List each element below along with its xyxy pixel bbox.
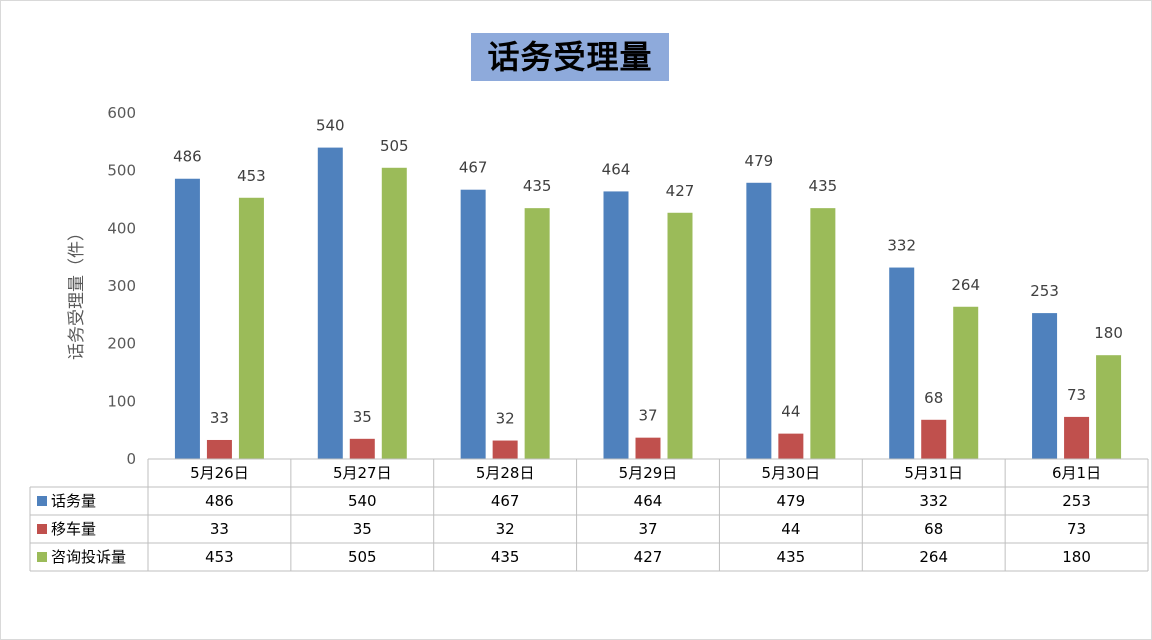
table-cell: 68 — [924, 520, 943, 538]
table-cell: 32 — [496, 520, 515, 538]
table-cell: 479 — [777, 492, 806, 510]
table-cell: 253 — [1062, 492, 1091, 510]
data-label: 35 — [353, 408, 372, 426]
data-label: 264 — [951, 276, 980, 294]
category-label: 5月26日 — [190, 464, 249, 482]
table-cell: 73 — [1067, 520, 1086, 538]
bar — [460, 189, 486, 460]
table-cell: 264 — [919, 548, 948, 566]
category-label: 5月30日 — [762, 464, 821, 482]
table-cell: 435 — [491, 548, 520, 566]
category-label: 5月31日 — [904, 464, 963, 482]
data-label: 435 — [523, 177, 552, 195]
data-label: 479 — [745, 152, 774, 170]
bar — [810, 208, 836, 459]
data-label: 180 — [1094, 324, 1123, 342]
bar — [492, 440, 518, 459]
bar — [667, 212, 693, 459]
legend-label: 移车量 — [51, 520, 96, 538]
data-label: 486 — [173, 148, 202, 166]
bar — [1032, 313, 1058, 459]
data-label: 427 — [666, 182, 695, 200]
table-cell: 467 — [491, 492, 520, 510]
y-axis-title: 话务受理量（件） — [67, 224, 87, 360]
data-label: 467 — [459, 159, 488, 177]
table-cell: 505 — [348, 548, 377, 566]
data-label: 464 — [602, 160, 631, 178]
table-cell: 540 — [348, 492, 377, 510]
legend-label: 话务量 — [51, 492, 96, 510]
y-tick-label: 100 — [107, 392, 136, 410]
table-cell: 435 — [777, 548, 806, 566]
bar — [524, 208, 550, 459]
data-label: 37 — [638, 407, 657, 425]
table-cell: 427 — [634, 548, 663, 566]
data-label: 453 — [237, 167, 266, 185]
bar — [238, 197, 264, 459]
category-label: 5月29日 — [619, 464, 678, 482]
bar — [889, 267, 915, 459]
bar — [635, 437, 661, 459]
legend-swatch — [37, 552, 47, 562]
table-cell: 464 — [634, 492, 663, 510]
table-cell: 453 — [205, 548, 234, 566]
data-label: 44 — [781, 403, 800, 421]
table-cell: 180 — [1062, 548, 1091, 566]
data-label: 32 — [496, 410, 515, 428]
bar — [174, 178, 200, 460]
data-label: 540 — [316, 117, 345, 135]
data-label: 505 — [380, 137, 409, 155]
y-tick-label: 200 — [107, 335, 136, 353]
y-tick-label: 600 — [107, 104, 136, 122]
y-tick-label: 500 — [107, 162, 136, 180]
category-label: 5月27日 — [333, 464, 392, 482]
chart-title: 话务受理量 — [487, 38, 653, 76]
data-labels-group: 486 33 453 540 35 505 467 32 435 464 37 427 479 44 435… — [173, 117, 1123, 428]
bar — [603, 191, 629, 459]
bar — [349, 438, 375, 459]
data-label: 435 — [809, 177, 838, 195]
y-tick-label: 400 — [107, 219, 136, 237]
bar — [921, 419, 947, 459]
data-label: 33 — [210, 409, 229, 427]
legend-swatch — [37, 496, 47, 506]
data-label: 332 — [887, 237, 916, 255]
data-label: 253 — [1030, 282, 1059, 300]
table-cell: 332 — [919, 492, 948, 510]
bar — [1096, 355, 1122, 459]
bars-group — [174, 147, 1122, 460]
table-cell: 486 — [205, 492, 234, 510]
data-label: 73 — [1067, 386, 1086, 404]
legend-swatch — [37, 524, 47, 534]
bar — [317, 147, 343, 459]
y-tick-label: 0 — [126, 450, 136, 468]
bar — [746, 182, 772, 459]
data-label: 68 — [924, 389, 943, 407]
table-cell: 35 — [353, 520, 372, 538]
y-tick-label: 300 — [107, 277, 136, 295]
table-cell: 37 — [638, 520, 657, 538]
bar — [206, 439, 232, 459]
bar — [953, 306, 979, 459]
chart-title-box: 话务受理量 — [471, 33, 669, 81]
bar — [381, 167, 407, 460]
table-cell: 44 — [781, 520, 800, 538]
bar — [1064, 416, 1090, 459]
legend-label: 咨询投诉量 — [51, 548, 126, 566]
table-cell: 33 — [210, 520, 229, 538]
y-axis-ticks: 0 100 200 300 400 500 600 — [107, 104, 136, 468]
category-label: 6月1日 — [1052, 464, 1101, 482]
category-label: 5月28日 — [476, 464, 535, 482]
bar — [778, 433, 804, 459]
